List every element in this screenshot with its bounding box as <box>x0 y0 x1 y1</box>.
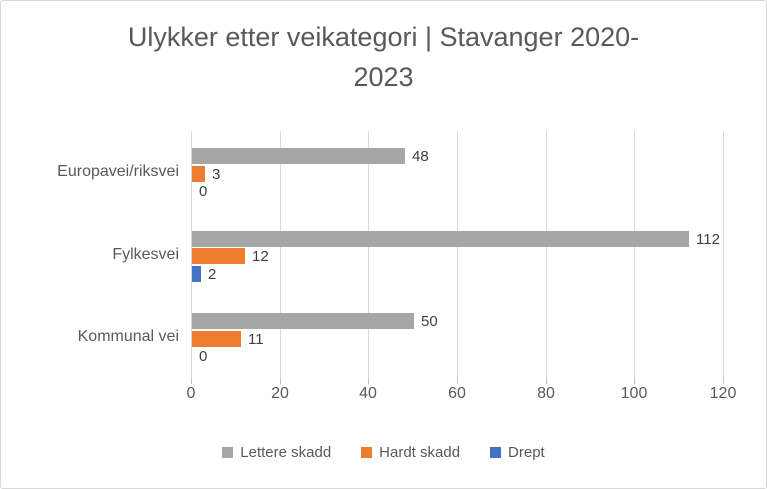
gridline <box>723 131 724 378</box>
bar-value-label-hardt-skadd: 11 <box>248 331 264 348</box>
legend: Lettere skadd Hardt skadd Drept <box>1 444 766 461</box>
chart-title-line-2: 2023 <box>353 62 414 92</box>
legend-item-drept: Drept <box>490 444 545 461</box>
bar-hardt-skadd <box>192 248 245 264</box>
axis-tick <box>191 378 192 384</box>
x-tick-label: 100 <box>620 385 648 402</box>
legend-label-hardt-skadd: Hardt skadd <box>379 444 461 461</box>
gridline <box>457 131 458 378</box>
legend-swatch-hardt-skadd <box>361 447 373 458</box>
chart-title: Ulykker etter veikategori | Stavanger 20… <box>1 17 766 97</box>
bar-value-label-lettere-skadd: 112 <box>696 231 720 248</box>
x-tick-label: 0 <box>186 385 196 402</box>
bar-lettere-skadd <box>192 313 414 329</box>
x-tick-label: 40 <box>359 385 377 402</box>
legend-item-lettere-skadd: Lettere skadd <box>222 444 331 461</box>
bar-lettere-skadd <box>192 148 405 164</box>
legend-swatch-drept <box>490 447 502 458</box>
axis-tick <box>368 378 369 384</box>
bar-hardt-skadd <box>192 166 205 182</box>
bar-hardt-skadd <box>192 331 241 347</box>
bar-value-label-hardt-skadd: 12 <box>252 248 269 265</box>
bar-value-label-lettere-skadd: 50 <box>421 313 438 330</box>
legend-item-hardt-skadd: Hardt skadd <box>361 444 460 461</box>
category-label-europavei-riksvei: Europavei/riksvei <box>57 163 179 180</box>
axis-tick <box>634 378 635 384</box>
x-tick-label: 80 <box>537 385 555 402</box>
x-tick-label: 120 <box>709 385 737 402</box>
axis-tick <box>723 378 724 384</box>
bar-drept <box>192 266 201 282</box>
x-tick-label: 60 <box>448 385 466 402</box>
chart-title-line-1: Ulykker etter veikategori | Stavanger 20… <box>127 22 640 52</box>
bar-value-label-drept: 0 <box>199 183 208 200</box>
category-label-fylkesvei: Fylkesvei <box>112 246 179 263</box>
legend-swatch-lettere-skadd <box>222 447 234 458</box>
gridline <box>191 131 192 378</box>
bar-lettere-skadd <box>192 231 689 247</box>
axis-tick <box>280 378 281 384</box>
gridline <box>546 131 547 378</box>
bar-value-label-lettere-skadd: 48 <box>412 148 429 165</box>
bar-value-label-drept: 0 <box>199 348 208 365</box>
gridline <box>634 131 635 378</box>
bar-value-label-drept: 2 <box>208 266 217 283</box>
category-label-kommunal-vei: Kommunal vei <box>77 328 179 345</box>
plot-area: 0 20 40 60 80 100 120 48 3 0 112 12 2 50 11 0 <box>187 131 736 402</box>
bar-value-label-hardt-skadd: 3 <box>212 166 221 183</box>
legend-label-lettere-skadd: Lettere skadd <box>240 444 332 461</box>
axis-tick <box>546 378 547 384</box>
axis-tick <box>457 378 458 384</box>
gridline <box>280 131 281 378</box>
legend-label-drept: Drept <box>508 444 545 461</box>
gridline <box>368 131 369 378</box>
x-tick-label: 20 <box>271 385 289 402</box>
